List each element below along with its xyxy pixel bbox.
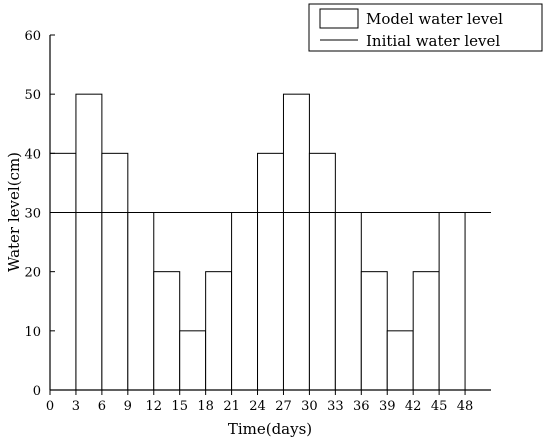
bar xyxy=(412,271,440,391)
y-tick-label: 20 xyxy=(24,266,41,281)
x-tick-label: 36 xyxy=(353,399,370,414)
x-tick-label: 0 xyxy=(46,399,54,414)
y-tick-label: 60 xyxy=(24,29,41,44)
bar xyxy=(386,330,414,391)
x-tick-label: 30 xyxy=(301,399,318,414)
y-tick-label: 40 xyxy=(24,147,41,162)
x-tick-label: 6 xyxy=(98,399,106,414)
bar xyxy=(360,271,388,391)
bar xyxy=(127,212,155,391)
x-tick-label: 21 xyxy=(223,399,240,414)
x-tick-label: 45 xyxy=(431,399,448,414)
y-tick-label: 50 xyxy=(24,88,41,103)
y-tick-label: 0 xyxy=(33,384,41,399)
bar xyxy=(308,152,336,391)
x-tick-label: 12 xyxy=(145,399,162,414)
x-tick-label: 9 xyxy=(124,399,132,414)
legend-label-initial: Initial water level xyxy=(366,32,500,50)
bar xyxy=(205,271,233,391)
bar xyxy=(282,93,310,391)
bar xyxy=(438,212,466,391)
bar xyxy=(334,212,362,391)
legend-label-model: Model water level xyxy=(366,10,503,28)
x-tick-label: 42 xyxy=(405,399,422,414)
y-tick-label: 10 xyxy=(24,325,41,340)
y-tick-label: 30 xyxy=(24,207,41,222)
legend: Model water level Initial water level xyxy=(308,3,543,52)
bar xyxy=(153,271,181,391)
x-tick-label: 3 xyxy=(72,399,80,414)
x-tick-label: 39 xyxy=(379,399,396,414)
bar xyxy=(179,330,207,391)
x-tick-label: 24 xyxy=(249,399,266,414)
x-tick-label: 27 xyxy=(275,399,292,414)
bar xyxy=(101,152,129,391)
y-axis-label: Water level(cm) xyxy=(5,152,23,272)
bar xyxy=(257,152,284,391)
legend-swatch-model xyxy=(319,8,359,29)
bar xyxy=(231,212,259,391)
x-tick-label: 33 xyxy=(327,399,344,414)
x-tick-label: 18 xyxy=(197,399,214,414)
x-axis-label: Time(days) xyxy=(228,420,312,438)
x-tick-label: 15 xyxy=(171,399,188,414)
bar xyxy=(75,93,103,391)
x-tick-label: 48 xyxy=(457,399,474,414)
